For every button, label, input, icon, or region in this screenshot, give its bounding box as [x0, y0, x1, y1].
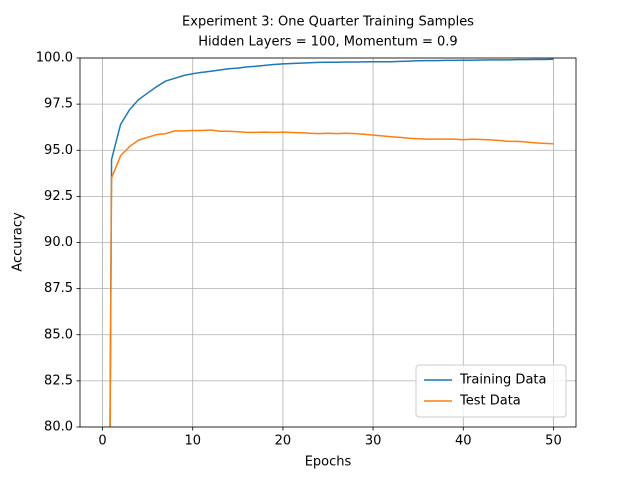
chart-subtitle: Hidden Layers = 100, Momentum = 0.9 — [198, 35, 457, 50]
plot-frame — [79, 57, 577, 428]
y-tick-label: 95.0 — [44, 143, 73, 158]
y-tick-label: 82.5 — [44, 373, 73, 388]
x-tick-label: 10 — [184, 434, 201, 449]
chart-title: Experiment 3: One Quarter Training Sampl… — [182, 15, 474, 30]
x-tick-label: 20 — [275, 434, 292, 449]
data-line — [109, 58, 554, 427]
x-tick-label: 0 — [98, 434, 106, 449]
y-tick-label: 97.5 — [44, 97, 73, 112]
x-axis-label: Epochs — [305, 455, 352, 470]
y-tick-label: 80.0 — [44, 420, 73, 435]
plot-area — [109, 58, 554, 427]
y-tick-label: 90.0 — [44, 235, 73, 250]
x-tick-label: 30 — [365, 434, 382, 449]
legend-label: Training Data — [459, 373, 546, 388]
y-axis-label: Accuracy — [11, 212, 26, 272]
y-tick-label: 85.0 — [44, 327, 73, 342]
y-tick-label: 100.0 — [36, 51, 73, 66]
y-tick-label: 87.5 — [44, 281, 73, 296]
data-line — [109, 129, 554, 427]
y-tick-label: 92.5 — [44, 189, 73, 204]
legend-label: Test Data — [459, 394, 521, 409]
x-tick-label: 40 — [455, 434, 472, 449]
legend-box — [415, 364, 567, 418]
x-tick-label: 50 — [545, 434, 562, 449]
